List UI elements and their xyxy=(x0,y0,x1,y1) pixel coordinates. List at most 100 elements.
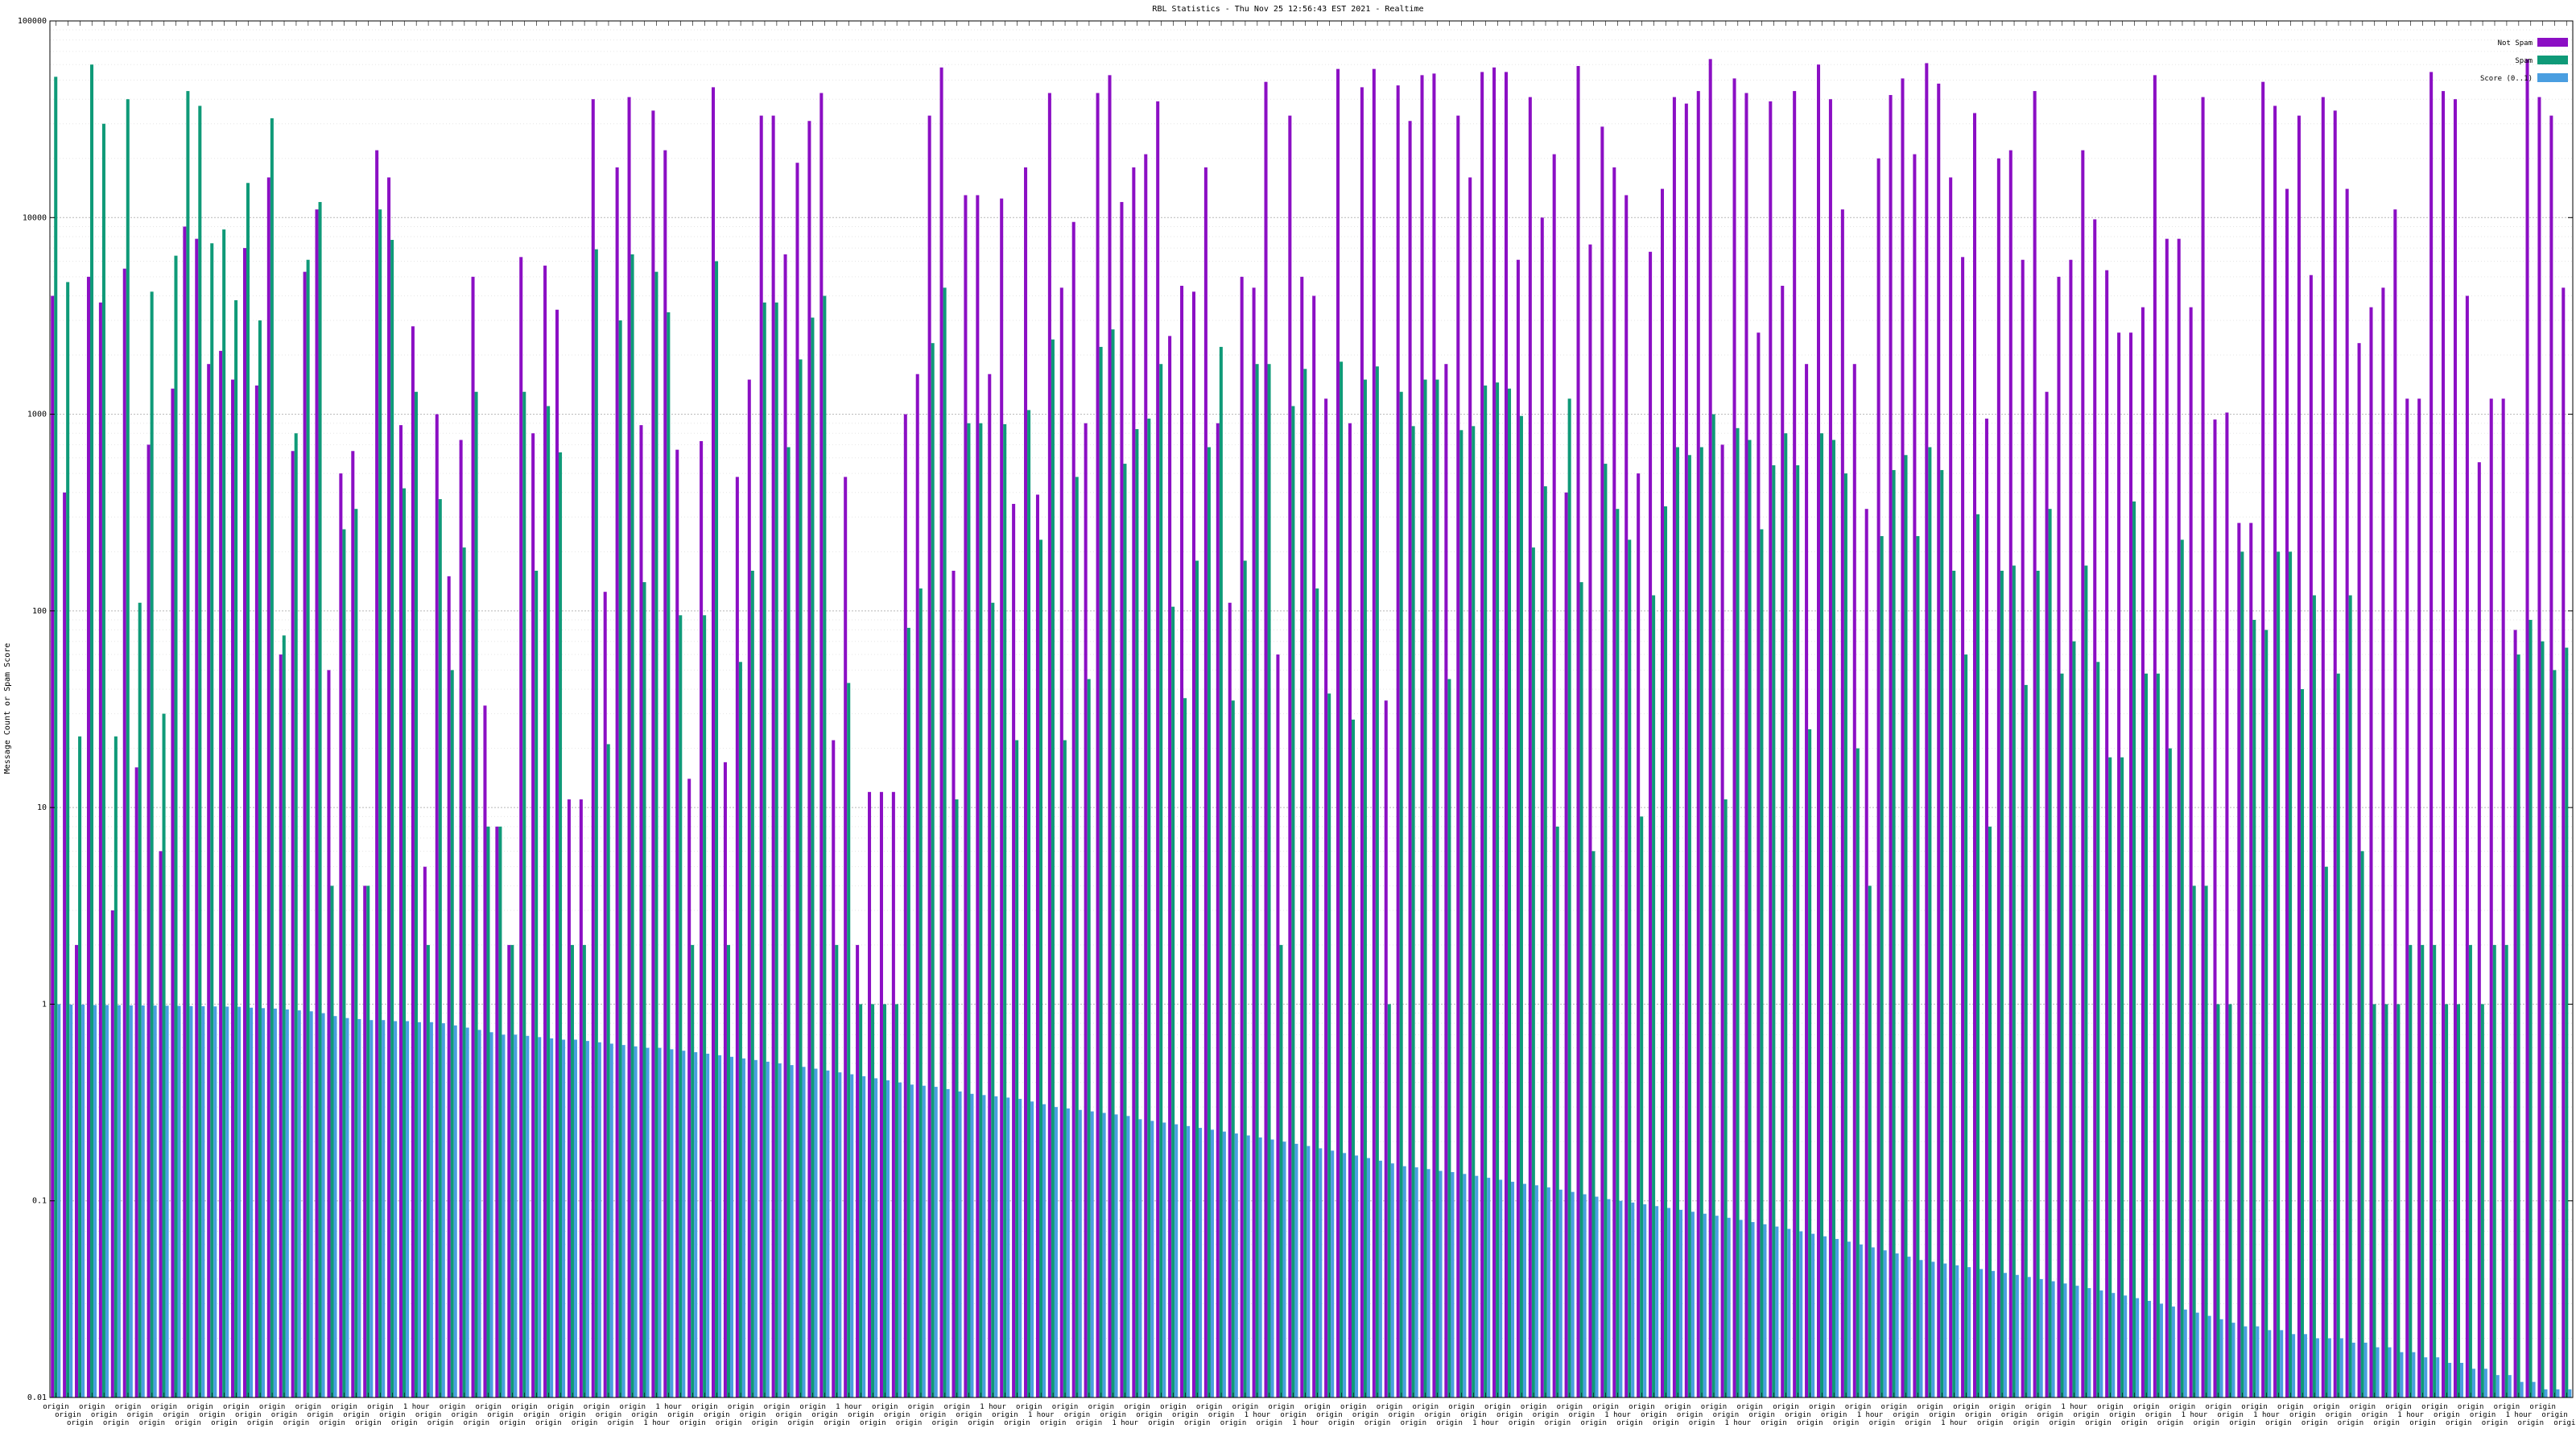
bar-score xyxy=(1631,1202,1635,1397)
bar-spam xyxy=(1351,719,1356,1397)
bar-spam xyxy=(378,209,382,1397)
x-tick-label: origin xyxy=(259,1403,286,1411)
bar-score xyxy=(2424,1357,2428,1397)
bar-not-spam xyxy=(927,115,931,1398)
bar-score xyxy=(1018,1099,1022,1397)
bar-score xyxy=(369,1020,374,1397)
bar-not-spam xyxy=(2153,75,2157,1397)
bar-score xyxy=(2315,1338,2319,1397)
bar-spam xyxy=(906,627,910,1397)
x-tick-label: origin xyxy=(2301,1419,2328,1427)
bar-not-spam xyxy=(795,163,799,1397)
bar-score xyxy=(550,1038,554,1397)
bar-spam xyxy=(2156,673,2160,1397)
x-tick-label: origin xyxy=(1448,1403,1475,1411)
bar-spam xyxy=(1195,560,1199,1397)
bar-score xyxy=(753,1059,758,1397)
bar-score xyxy=(1607,1199,1611,1397)
bar-spam xyxy=(402,488,407,1398)
bar-score xyxy=(1595,1196,1599,1397)
x-tick-label: origin xyxy=(596,1411,622,1419)
bar-score xyxy=(2075,1286,2079,1397)
bar-spam xyxy=(222,229,226,1397)
bar-spam xyxy=(1640,816,1644,1397)
bar-score xyxy=(982,1095,986,1397)
x-tick-label: origin xyxy=(1748,1411,1775,1419)
x-tick-label: origin xyxy=(2553,1419,2576,1427)
y-tick-label: 0.01 xyxy=(27,1393,47,1402)
bar-score xyxy=(1030,1101,1034,1397)
plot-frame xyxy=(49,20,2574,1398)
bar-score xyxy=(609,1043,613,1397)
bar-score xyxy=(285,1009,289,1397)
x-tick-label: origin xyxy=(464,1419,490,1427)
bar-not-spam xyxy=(2165,238,2169,1397)
x-tick-label: origin xyxy=(331,1403,357,1411)
bar-not-spam xyxy=(1744,93,1748,1397)
bar-not-spam xyxy=(1252,287,1256,1397)
bar-spam xyxy=(726,944,730,1397)
bar-score xyxy=(1463,1174,1467,1397)
x-tick-label: origin xyxy=(1496,1411,1523,1419)
bar-score xyxy=(1871,1247,1875,1397)
bar-spam xyxy=(2144,673,2148,1397)
bar-spam xyxy=(1243,560,1247,1397)
bar-not-spam xyxy=(783,254,787,1398)
bar-not-spam xyxy=(2033,91,2037,1398)
bar-not-spam xyxy=(1757,332,1761,1398)
bar-score xyxy=(321,1013,325,1397)
bar-score xyxy=(69,1004,73,1397)
x-tick-label: origin xyxy=(2097,1403,2124,1411)
bar-score xyxy=(1390,1163,1394,1397)
bar-spam xyxy=(594,249,598,1397)
bar-spam xyxy=(1159,364,1163,1397)
bar-not-spam xyxy=(663,150,667,1398)
bar-not-spam xyxy=(1925,63,1929,1397)
bar-not-spam xyxy=(1708,59,1712,1398)
x-tick-label: origin xyxy=(1881,1403,1908,1411)
legend-swatch xyxy=(2537,38,2568,47)
bar-spam xyxy=(2300,689,2305,1397)
bar-spam xyxy=(1843,473,1847,1397)
bar-spam xyxy=(174,255,178,1397)
bar-spam xyxy=(2096,662,2100,1397)
bar-score xyxy=(682,1051,686,1397)
bar-score xyxy=(502,1034,506,1397)
bar-spam xyxy=(246,183,250,1397)
bar-score xyxy=(333,1016,337,1397)
x-tick-label: origin xyxy=(1641,1411,1667,1419)
x-tick-label: origin xyxy=(247,1419,274,1427)
bar-score xyxy=(621,1045,625,1397)
bar-not-spam xyxy=(2261,81,2265,1398)
bar-spam xyxy=(2036,570,2040,1397)
bar-not-spam xyxy=(1144,154,1148,1397)
bar-score xyxy=(1643,1204,1647,1397)
bar-score xyxy=(1751,1222,1755,1397)
bar-spam xyxy=(943,287,947,1397)
bar-not-spam xyxy=(122,268,126,1397)
bar-not-spam xyxy=(1360,87,1364,1398)
bar-not-spam xyxy=(1840,209,1844,1397)
bar-spam xyxy=(991,602,995,1397)
bar-not-spam xyxy=(615,167,619,1398)
x-tick-label: origin xyxy=(1989,1403,2016,1411)
x-tick-label: origin xyxy=(1845,1403,1872,1411)
x-tick-label: origin xyxy=(1580,1419,1607,1427)
bar-spam xyxy=(1411,426,1415,1398)
bar-score xyxy=(1571,1191,1575,1397)
x-tick-label: origin xyxy=(1689,1419,1715,1427)
bar-not-spam xyxy=(327,670,331,1397)
bar-not-spam xyxy=(86,276,90,1398)
x-tick-label: origin xyxy=(127,1411,154,1419)
bar-not-spam xyxy=(1348,423,1352,1398)
bar-not-spam xyxy=(242,248,247,1398)
bar-not-spam xyxy=(459,440,463,1397)
x-tick-label: origin xyxy=(487,1411,514,1419)
x-tick-label: origin xyxy=(355,1419,382,1427)
bar-not-spam xyxy=(2417,398,2421,1398)
bar-score xyxy=(1138,1119,1142,1397)
bar-spam xyxy=(2324,866,2328,1397)
x-tick-label: origin xyxy=(776,1411,803,1419)
bar-score xyxy=(1919,1260,1923,1397)
x-tick-label: origin xyxy=(2049,1419,2075,1427)
